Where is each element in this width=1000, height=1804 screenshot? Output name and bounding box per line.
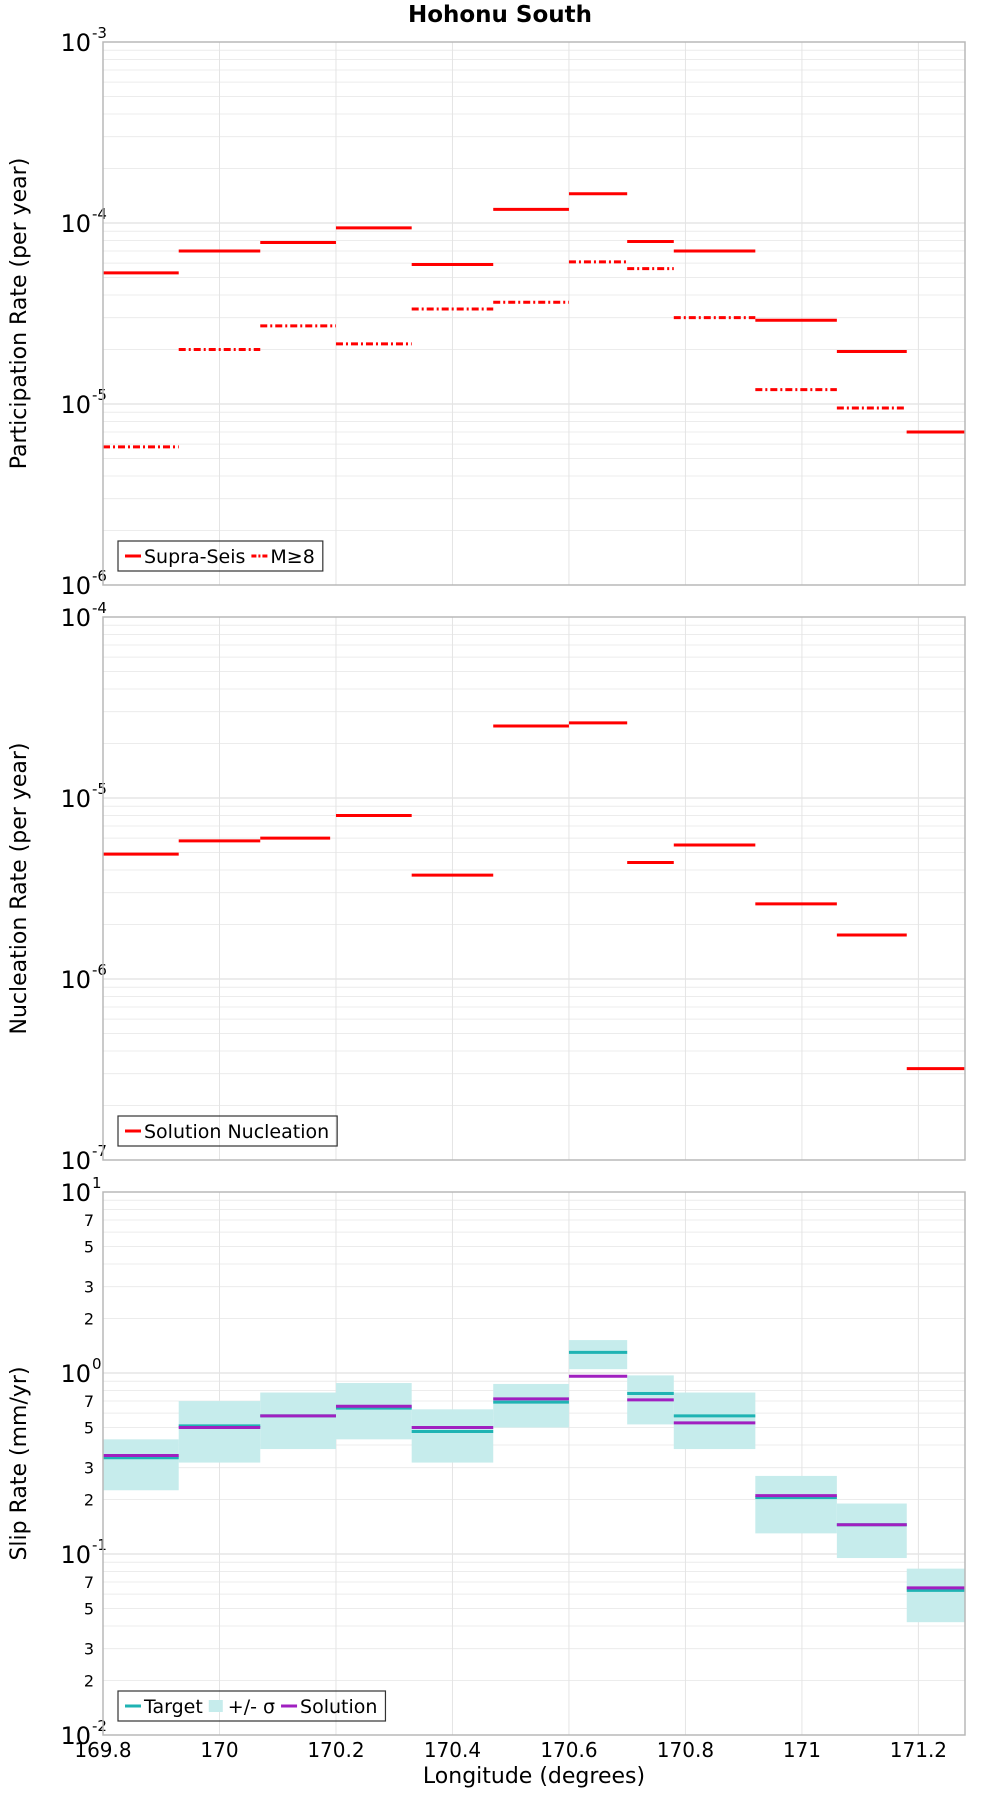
y-minor-tick-label: 5	[84, 1418, 94, 1437]
y-minor-tick-label: 7	[84, 1392, 94, 1411]
plot-area	[103, 1192, 965, 1735]
y-tick-label: 10	[60, 1360, 91, 1388]
y-axis-label: Participation Rate (per year)	[7, 158, 32, 470]
y-minor-tick-label: 7	[84, 1573, 94, 1592]
y-axis-label: Slip Rate (mm/yr)	[7, 1366, 32, 1560]
y-minor-tick-label: 5	[84, 1599, 94, 1618]
y-axis-label: Nucleation Rate (per year)	[7, 743, 32, 1035]
plot-frame	[102, 616, 966, 1161]
y-tick-exponent: -3	[92, 24, 107, 42]
y-minor-tick-label: 7	[84, 1211, 94, 1230]
y-minor-tick-label: 3	[84, 1459, 94, 1478]
x-tick-label: 169.8	[74, 1738, 131, 1762]
legend: Target +/- σ Solution	[117, 1690, 387, 1722]
y-tick-exponent: -1	[92, 1536, 107, 1554]
sigma-band	[260, 1392, 336, 1450]
sigma-band	[755, 1475, 837, 1534]
y-tick-exponent: -6	[92, 567, 107, 585]
y-tick-label: 10	[60, 966, 91, 994]
y-tick-label: 10	[60, 1722, 91, 1750]
sigma-band	[673, 1392, 756, 1450]
sigma-band	[568, 1340, 628, 1370]
y-tick-label: 10	[60, 785, 91, 813]
legend-label: Target	[143, 1696, 203, 1718]
sigma-band	[103, 1439, 179, 1491]
y-tick-label: 10	[60, 1541, 91, 1569]
y-minor-tick-label: 2	[84, 1491, 94, 1510]
y-minor-tick-label: 5	[84, 1237, 94, 1256]
y-tick-label: 10	[60, 604, 91, 632]
x-tick-label: 171	[783, 1738, 821, 1762]
chart-title: Hohonu South	[408, 2, 592, 28]
sigma-band	[836, 1503, 907, 1559]
y-minor-tick-label: 2	[84, 1310, 94, 1329]
y-tick-exponent: -2	[92, 1717, 107, 1735]
sigma-band	[493, 1383, 569, 1428]
y-tick-label: 10	[60, 29, 91, 57]
y-tick-exponent: -4	[92, 205, 107, 223]
x-axis-label: Longitude (degrees)	[423, 1764, 645, 1789]
x-tick-label: 170.8	[657, 1738, 714, 1762]
legend: Solution Nucleation	[117, 1115, 338, 1147]
y-tick-label: 10	[60, 391, 91, 419]
legend-swatch	[208, 1700, 223, 1712]
sigma-band	[411, 1409, 494, 1463]
sigma-band	[178, 1401, 261, 1463]
y-minor-tick-label: 3	[84, 1278, 94, 1297]
plot-area	[103, 42, 965, 585]
y-tick-exponent: -5	[92, 386, 107, 404]
plot-frame	[102, 41, 966, 586]
sigma-band	[906, 1568, 965, 1623]
x-tick-label: 170.6	[540, 1738, 597, 1762]
legend-label: M≥8	[270, 546, 314, 568]
x-tick-label: 170	[200, 1738, 238, 1762]
legend-box	[117, 540, 324, 572]
y-tick-exponent: -6	[92, 961, 107, 979]
legend-box	[117, 1690, 387, 1722]
sigma-band	[335, 1383, 412, 1440]
x-tick-label: 171.2	[890, 1738, 947, 1762]
y-minor-tick-label: 2	[84, 1672, 94, 1691]
y-tick-exponent: 0	[92, 1355, 102, 1373]
legend-label: +/- σ	[228, 1696, 275, 1718]
y-tick-label: 10	[60, 1179, 91, 1207]
y-tick-exponent: -4	[92, 599, 107, 617]
y-tick-label: 10	[60, 210, 91, 238]
y-tick-exponent: -5	[92, 780, 107, 798]
x-tick-label: 170.2	[307, 1738, 364, 1762]
plot-frame	[102, 1191, 966, 1736]
legend: Supra-Seis M≥8	[117, 540, 324, 572]
x-tick-label: 170.4	[424, 1738, 481, 1762]
y-tick-label: 10	[60, 1147, 91, 1175]
y-tick-exponent: 1	[92, 1174, 102, 1192]
y-minor-tick-label: 3	[84, 1640, 94, 1659]
legend-label: Solution	[300, 1696, 377, 1718]
legend-label: Solution Nucleation	[144, 1121, 329, 1143]
y-tick-exponent: -7	[92, 1142, 107, 1160]
plot-area	[103, 617, 965, 1160]
legend-box	[117, 1115, 338, 1147]
legend-label: Supra-Seis	[144, 546, 245, 568]
y-tick-label: 10	[60, 572, 91, 600]
